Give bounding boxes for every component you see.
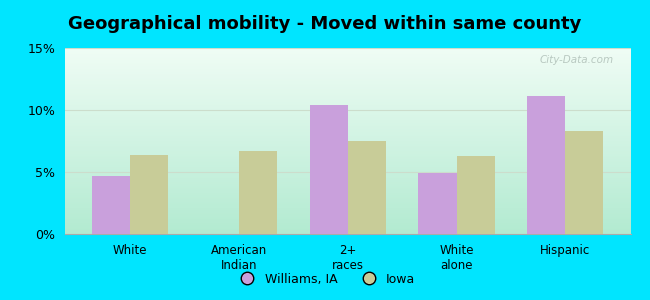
Bar — [456, 156, 495, 234]
Bar — [309, 105, 348, 234]
Legend: Williams, IA, Iowa: Williams, IA, Iowa — [229, 268, 421, 291]
Bar — [239, 151, 277, 234]
Text: Geographical mobility - Moved within same county: Geographical mobility - Moved within sam… — [68, 15, 582, 33]
Bar — [566, 131, 603, 234]
Bar — [130, 154, 168, 234]
Bar — [92, 176, 130, 234]
Bar — [527, 96, 566, 234]
Text: City-Data.com: City-Data.com — [540, 56, 614, 65]
Bar — [348, 141, 386, 234]
Bar — [419, 173, 456, 234]
